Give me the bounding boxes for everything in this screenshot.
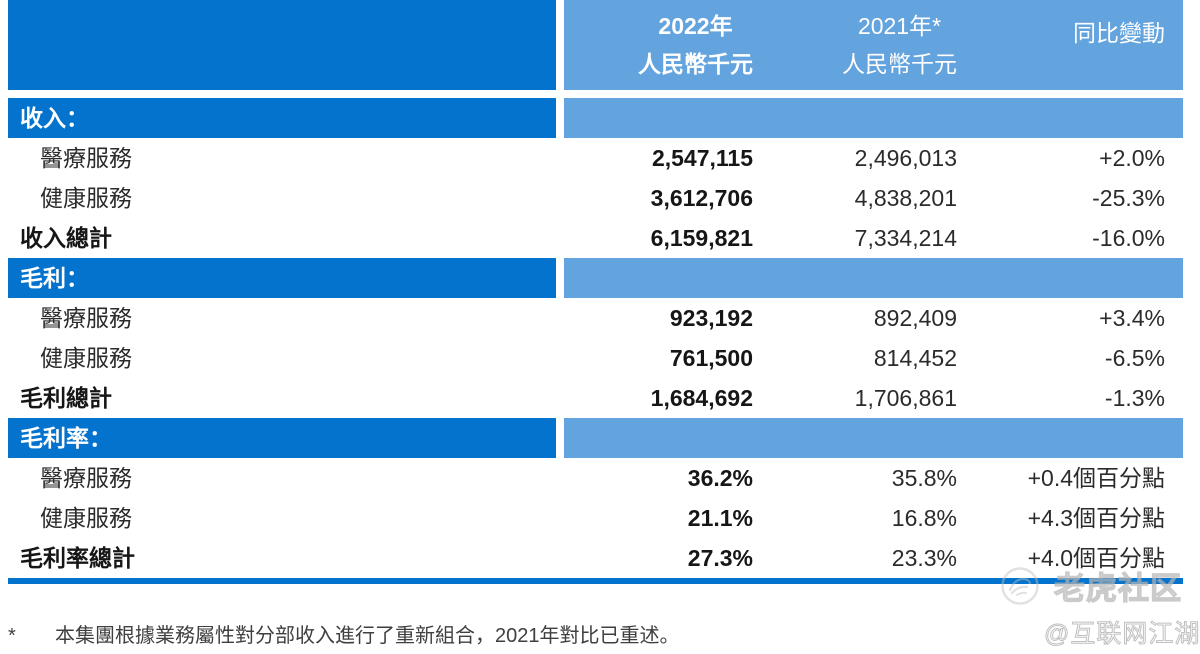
segment-results-table: 2022年 人民幣千元 2021年* 人民幣千元 同比變動 <box>8 0 1183 584</box>
footnote: * 本集團根據業務屬性對分部收入進行了重新組合，2021年對比已重述。 <box>8 622 680 650</box>
cell-2022-value: 1,684,692 <box>650 385 753 411</box>
row-label: 健康服務 <box>40 185 132 211</box>
table-row: 毛利總計 1,684,692 1,706,861 -1.3% <box>8 378 1183 418</box>
section-header-title-cell: 收入： <box>8 98 556 138</box>
cell-change-value: -6.5% <box>1104 345 1165 371</box>
cell-2022-value: 21.1% <box>687 505 753 531</box>
table-row: 收入總計 6,159,821 7,334,214 -16.0% <box>8 218 1183 258</box>
cell-2021-value: 814,452 <box>873 345 957 371</box>
table-body: 收入： 醫療服務 2,547,115 2,496,013 +2.0% 健康服務 3,612,… <box>8 98 1183 578</box>
section-header-title-cell: 毛利率： <box>8 418 556 458</box>
section-header-row: 毛利： <box>8 258 1183 298</box>
column-header-2022-unit: 人民幣千元 <box>638 51 753 77</box>
row-label: 醫療服務 <box>40 145 132 171</box>
cell-change-value: -16.0% <box>1092 225 1165 251</box>
table-row: 醫療服務 923,192 892,409 +3.4% <box>8 298 1183 338</box>
header-empty-cell <box>8 0 556 90</box>
cell-2022-value: 6,159,821 <box>650 225 753 251</box>
row-label: 健康服務 <box>40 505 132 531</box>
table-row: 醫療服務 36.2% 35.8% +0.4個百分點 <box>8 458 1183 498</box>
row-values: 21.1% 16.8% +4.3個百分點 <box>564 498 1183 538</box>
section-header-row: 毛利率： <box>8 418 1183 458</box>
cell-change-value: +4.3個百分點 <box>1027 505 1165 531</box>
row-values: 761,500 814,452 -6.5% <box>564 338 1183 378</box>
row-label: 健康服務 <box>40 345 132 371</box>
cell-change-value: +4.0個百分點 <box>1027 545 1165 571</box>
column-header-2021-unit: 人民幣千元 <box>842 51 957 77</box>
row-values: 3,612,706 4,838,201 -25.3% <box>564 178 1183 218</box>
cell-change-value: -1.3% <box>1104 385 1165 411</box>
cell-2021-value: 35.8% <box>891 465 957 491</box>
cell-change-value: +2.0% <box>1099 145 1165 171</box>
cell-2022-value: 2,547,115 <box>651 145 753 171</box>
table-row: 健康服務 3,612,706 4,838,201 -25.3% <box>8 178 1183 218</box>
column-divider <box>556 418 564 458</box>
row-values: 36.2% 35.8% +0.4個百分點 <box>564 458 1183 498</box>
row-values: 2,547,115 2,496,013 +2.0% <box>564 138 1183 178</box>
cell-2021-value: 1,706,861 <box>854 385 957 411</box>
cell-change-value: -25.3% <box>1092 185 1165 211</box>
row-label: 毛利率總計 <box>20 545 135 571</box>
cell-2021-value: 7,334,214 <box>854 225 957 251</box>
row-values: 1,684,692 1,706,861 -1.3% <box>564 378 1183 418</box>
section-title: 毛利率： <box>20 425 112 451</box>
row-label: 醫療服務 <box>40 305 132 331</box>
section-title: 收入： <box>20 105 89 131</box>
cell-2021-value: 23.3% <box>891 545 957 571</box>
table-row: 毛利率總計 27.3% 23.3% +4.0個百分點 <box>8 538 1183 578</box>
cell-2022-value: 3,612,706 <box>650 185 753 211</box>
column-header-2021-year: 2021年* <box>857 13 942 39</box>
cell-2021-value: 4,838,201 <box>854 185 957 211</box>
section-header-row: 收入： <box>8 98 1183 138</box>
column-divider <box>556 98 564 138</box>
table-row: 醫療服務 2,547,115 2,496,013 +2.0% <box>8 138 1183 178</box>
watermark-handle: @互联网江湖 <box>1044 620 1200 649</box>
column-header-change: 同比變動 <box>957 0 1165 90</box>
table-header-row: 2022年 人民幣千元 2021年* 人民幣千元 同比變動 <box>8 0 1183 90</box>
section-header-values-cell <box>564 258 1183 298</box>
cell-2022-value: 761,500 <box>669 345 753 371</box>
footnote-text: 本集團根據業務屬性對分部收入進行了重新組合，2021年對比已重述。 <box>55 625 680 647</box>
cell-2021-value: 892,409 <box>873 305 957 331</box>
column-header-2022-year: 2022年 <box>658 13 733 39</box>
row-label: 收入總計 <box>20 225 112 251</box>
cell-change-value: +0.4個百分點 <box>1027 465 1165 491</box>
row-label: 毛利總計 <box>20 385 112 411</box>
header-separator <box>8 90 1183 98</box>
section-header-values-cell <box>564 98 1183 138</box>
table-row: 健康服務 761,500 814,452 -6.5% <box>8 338 1183 378</box>
cell-2022-value: 923,192 <box>669 305 753 331</box>
header-values-cell: 2022年 人民幣千元 2021年* 人民幣千元 同比變動 <box>564 0 1183 90</box>
footnote-marker: * <box>8 625 16 647</box>
cell-2022-value: 36.2% <box>687 465 753 491</box>
cell-2021-value: 16.8% <box>891 505 957 531</box>
column-header-change-label: 同比變動 <box>1073 20 1165 46</box>
section-title: 毛利： <box>20 265 89 291</box>
table-bottom-rule <box>8 578 1183 584</box>
column-divider <box>556 0 564 90</box>
cell-2022-value: 27.3% <box>687 545 753 571</box>
row-values: 27.3% 23.3% +4.0個百分點 <box>564 538 1183 578</box>
row-values: 6,159,821 7,334,214 -16.0% <box>564 218 1183 258</box>
table-row: 健康服務 21.1% 16.8% +4.3個百分點 <box>8 498 1183 538</box>
row-label: 醫療服務 <box>40 465 132 491</box>
cell-change-value: +3.4% <box>1099 305 1165 331</box>
column-header-2022: 2022年 人民幣千元 <box>564 0 753 90</box>
row-values: 923,192 892,409 +3.4% <box>564 298 1183 338</box>
cell-2021-value: 2,496,013 <box>854 145 957 171</box>
column-divider <box>556 258 564 298</box>
section-header-title-cell: 毛利： <box>8 258 556 298</box>
column-header-2021: 2021年* 人民幣千元 <box>753 0 957 90</box>
section-header-values-cell <box>564 418 1183 458</box>
